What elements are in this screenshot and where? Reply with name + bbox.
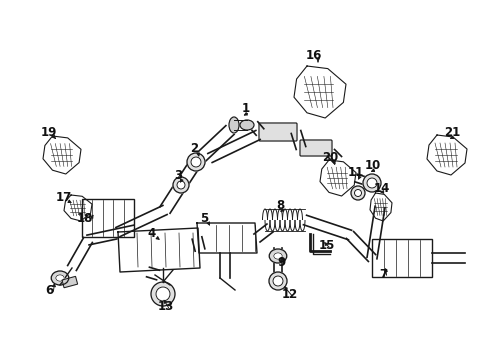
Polygon shape <box>64 195 92 221</box>
Polygon shape <box>118 228 200 272</box>
Bar <box>82 199 134 237</box>
Ellipse shape <box>51 271 69 285</box>
FancyBboxPatch shape <box>259 123 296 141</box>
Text: 12: 12 <box>281 288 298 301</box>
Text: 11: 11 <box>347 166 364 179</box>
Text: 14: 14 <box>373 181 389 194</box>
Ellipse shape <box>362 174 380 192</box>
Text: 2: 2 <box>189 141 198 154</box>
Text: 17: 17 <box>56 190 72 203</box>
Bar <box>62 276 78 288</box>
Ellipse shape <box>354 189 361 197</box>
Ellipse shape <box>191 157 201 167</box>
Polygon shape <box>369 193 391 221</box>
Ellipse shape <box>56 275 64 281</box>
Text: 10: 10 <box>364 158 380 171</box>
Polygon shape <box>293 66 346 118</box>
Text: 21: 21 <box>443 126 459 139</box>
Ellipse shape <box>272 276 283 286</box>
Ellipse shape <box>151 282 175 306</box>
Ellipse shape <box>177 181 184 189</box>
Text: 16: 16 <box>305 49 322 62</box>
Text: 9: 9 <box>276 256 285 269</box>
Text: 4: 4 <box>147 226 156 239</box>
Text: 7: 7 <box>378 267 386 280</box>
Text: 15: 15 <box>318 239 334 252</box>
Text: 3: 3 <box>174 168 182 181</box>
Ellipse shape <box>350 186 364 200</box>
Ellipse shape <box>269 249 286 263</box>
Ellipse shape <box>366 178 376 188</box>
Text: 5: 5 <box>200 212 208 225</box>
Ellipse shape <box>268 272 286 290</box>
Polygon shape <box>43 136 81 174</box>
Polygon shape <box>197 223 257 253</box>
Text: 18: 18 <box>77 212 93 225</box>
Polygon shape <box>426 135 466 175</box>
Ellipse shape <box>240 120 253 130</box>
Text: 8: 8 <box>275 198 284 212</box>
Text: 19: 19 <box>41 126 57 139</box>
Text: 6: 6 <box>45 284 53 297</box>
Ellipse shape <box>273 253 282 259</box>
Ellipse shape <box>228 117 239 133</box>
Ellipse shape <box>156 287 170 301</box>
Text: 20: 20 <box>321 150 337 163</box>
Ellipse shape <box>186 153 204 171</box>
Ellipse shape <box>173 177 189 193</box>
Bar <box>62 276 78 288</box>
Text: 1: 1 <box>242 102 249 114</box>
Bar <box>82 199 134 237</box>
Text: 13: 13 <box>158 300 174 312</box>
FancyBboxPatch shape <box>299 140 331 156</box>
Polygon shape <box>319 160 355 196</box>
Bar <box>371 239 431 277</box>
Bar <box>371 239 431 277</box>
